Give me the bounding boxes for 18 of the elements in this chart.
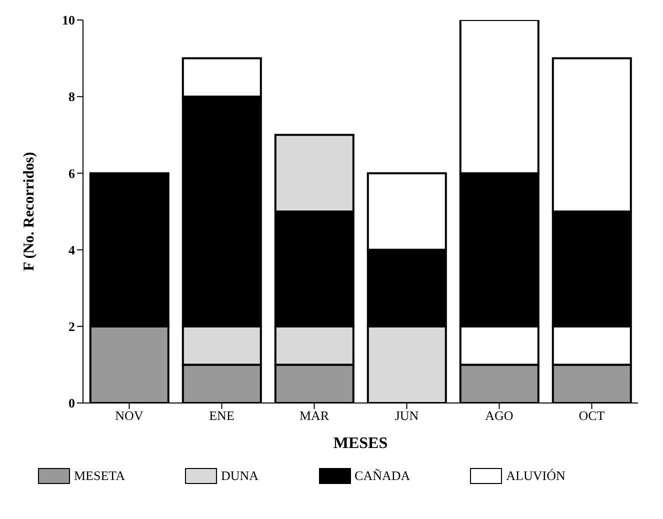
x-tick-label: OCT (578, 408, 605, 424)
x-tick-label: NOV (115, 408, 144, 424)
legend-label: MESETA (74, 468, 125, 484)
legend-label: ALUVIÓN (506, 468, 566, 484)
y-tick-label: 4 (68, 242, 76, 258)
legend-label: CAÑADA (354, 468, 410, 484)
y-tick-label: 10 (62, 12, 75, 28)
x-tick-label: MAR (299, 408, 330, 424)
x-tick-label: ENE (209, 408, 234, 424)
x-axis-title: MESES (333, 435, 388, 452)
y-axis-title: F (No. Recorridos) (21, 152, 38, 271)
y-tick-label: 0 (68, 396, 75, 411)
y-tick-label: 8 (68, 89, 76, 104)
y-tick-label: 2 (68, 319, 75, 334)
x-tick-label: JUN (394, 408, 420, 424)
y-tick-label: 6 (68, 166, 76, 181)
x-tick-label: AGO (485, 408, 514, 424)
legend-label: DUNA (220, 468, 259, 484)
